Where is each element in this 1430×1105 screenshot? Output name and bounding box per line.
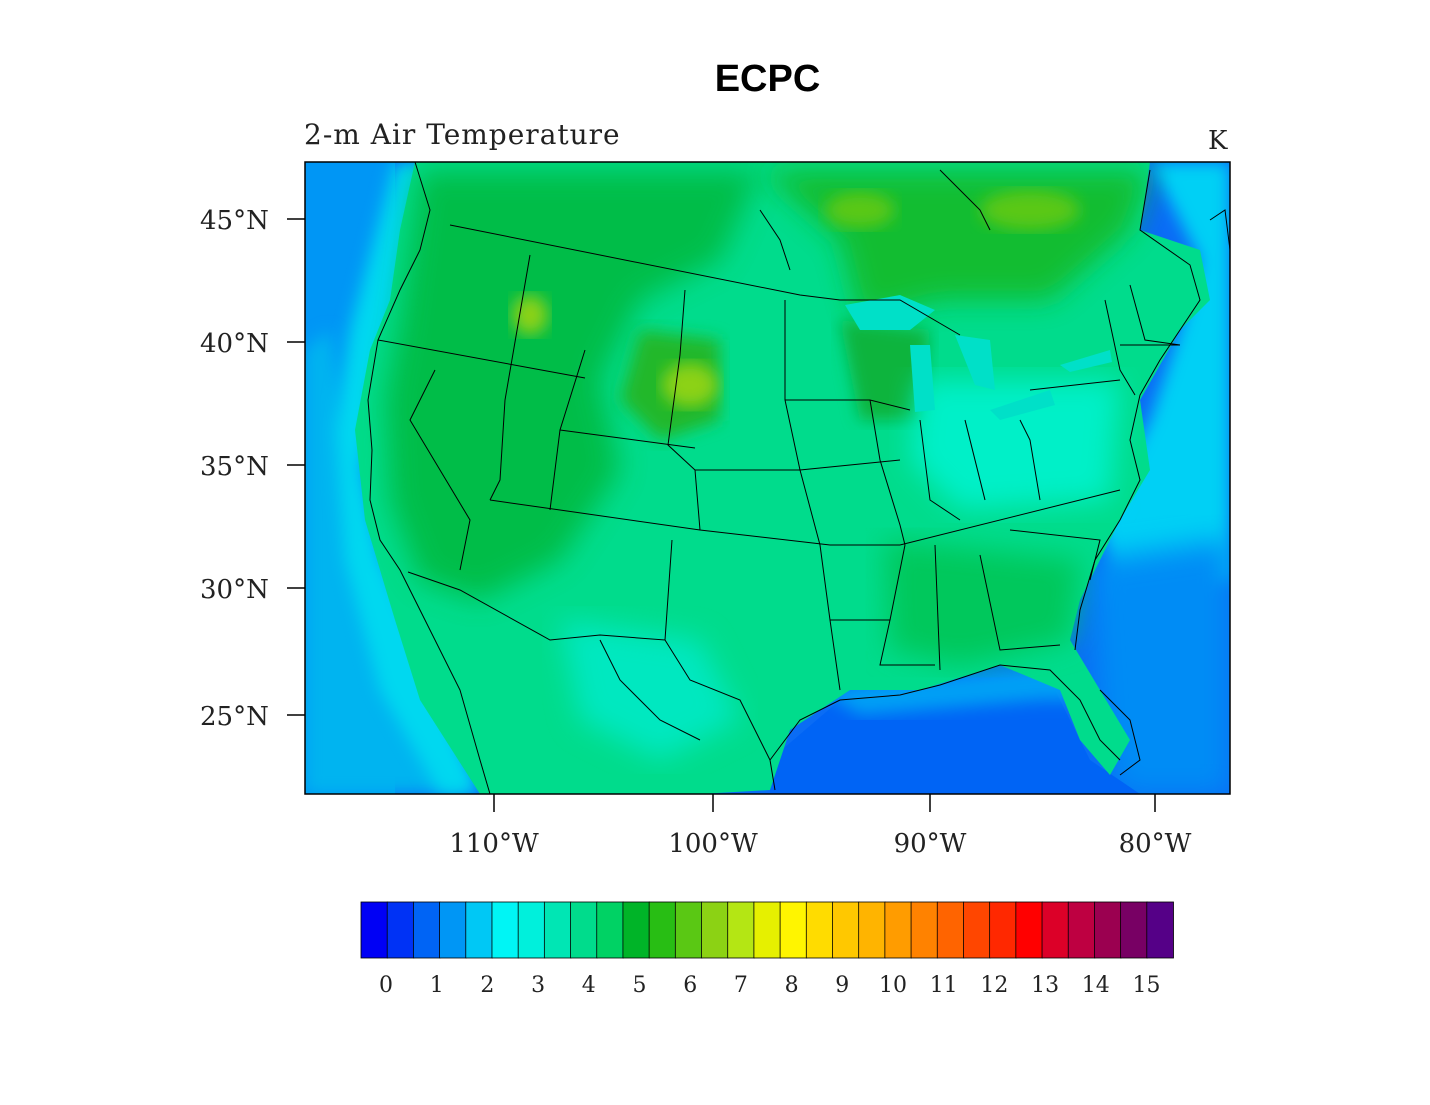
lon-tick-label: 80°W [1119, 829, 1192, 859]
colorbar-label: 4 [582, 973, 596, 998]
colorbar-label: 0 [379, 973, 393, 998]
chart-title: ECPC [714, 58, 821, 100]
colorbar-swatch [832, 901, 860, 959]
lon-tick-label: 100°W [668, 829, 758, 859]
lat-tick-label: 40°N [200, 329, 269, 359]
colorbar-swatch [543, 901, 572, 959]
colorbar-label: 7 [734, 973, 748, 998]
colorbar-swatch [439, 901, 467, 959]
colorbar-swatch [1146, 901, 1174, 959]
colorbar-swatch [858, 901, 886, 959]
lat-tick-label: 30°N [200, 575, 269, 605]
colorbar-swatch [884, 901, 912, 959]
lon-tick-label: 110°W [449, 829, 539, 859]
colorbar-swatch [1041, 901, 1070, 959]
colorbar-swatch [989, 901, 1017, 959]
colorbar-label: 11 [930, 973, 958, 998]
colorbar-label: 6 [683, 973, 697, 998]
colorbar-label: 5 [633, 973, 647, 998]
colorbar-label: 9 [835, 973, 849, 998]
colorbar-swatch [596, 901, 624, 959]
colorbar-label: 13 [1031, 973, 1059, 998]
colorbar-label: 8 [785, 973, 799, 998]
map-frame [304, 161, 1231, 795]
colorbar-swatch [412, 901, 441, 959]
map-field [305, 162, 1230, 794]
colorbar-swatch [1067, 901, 1096, 959]
lat-tick-label: 45°N [200, 206, 269, 236]
units-label: K [1208, 126, 1228, 156]
colorbar-label: 15 [1133, 973, 1161, 998]
colorbar-swatch [360, 901, 389, 959]
colorbar-swatch [910, 901, 939, 959]
colorbar-label: 14 [1082, 973, 1110, 998]
colorbar-label: 12 [980, 973, 1008, 998]
variable-name: 2-m Air Temperature [304, 118, 621, 151]
colorbar-swatch [1120, 901, 1148, 959]
colorbar-swatch [701, 901, 729, 959]
colorbar-swatch [1015, 901, 1043, 959]
colorbar-label: 3 [531, 973, 545, 998]
colorbar-swatch [491, 901, 520, 959]
colorbar-label: 2 [480, 973, 494, 998]
colorbar-swatch [570, 901, 598, 959]
colorbar-swatch [805, 901, 834, 959]
colorbar-swatch [963, 901, 991, 959]
colorbar-swatch [386, 901, 415, 959]
colorbar-label: 1 [430, 973, 444, 998]
colorbar-swatch [465, 901, 493, 959]
colorbar-swatch [936, 901, 965, 959]
colorbar-label: 10 [879, 973, 907, 998]
lat-tick-label: 35°N [200, 452, 269, 482]
great-lakes [845, 295, 1055, 420]
colorbar-swatch [1094, 901, 1122, 959]
colorbar-swatch [517, 901, 546, 959]
colorbar-swatch [648, 901, 677, 959]
colorbar-swatch [727, 901, 755, 959]
lat-tick-label: 25°N [200, 702, 269, 732]
colorbar-swatch [779, 901, 808, 959]
lon-tick-label: 90°W [894, 829, 967, 859]
colorbar: 0 1 2 3 4 5 6 7 8 9 10 11 12 13 14 15 [360, 901, 1174, 998]
lat-axis [287, 218, 305, 716]
colorbar-swatch [674, 901, 703, 959]
colorbar-swatch [622, 901, 651, 959]
lon-axis [493, 794, 1156, 812]
colorbar-swatch [753, 901, 781, 959]
boundaries [367, 162, 1230, 794]
